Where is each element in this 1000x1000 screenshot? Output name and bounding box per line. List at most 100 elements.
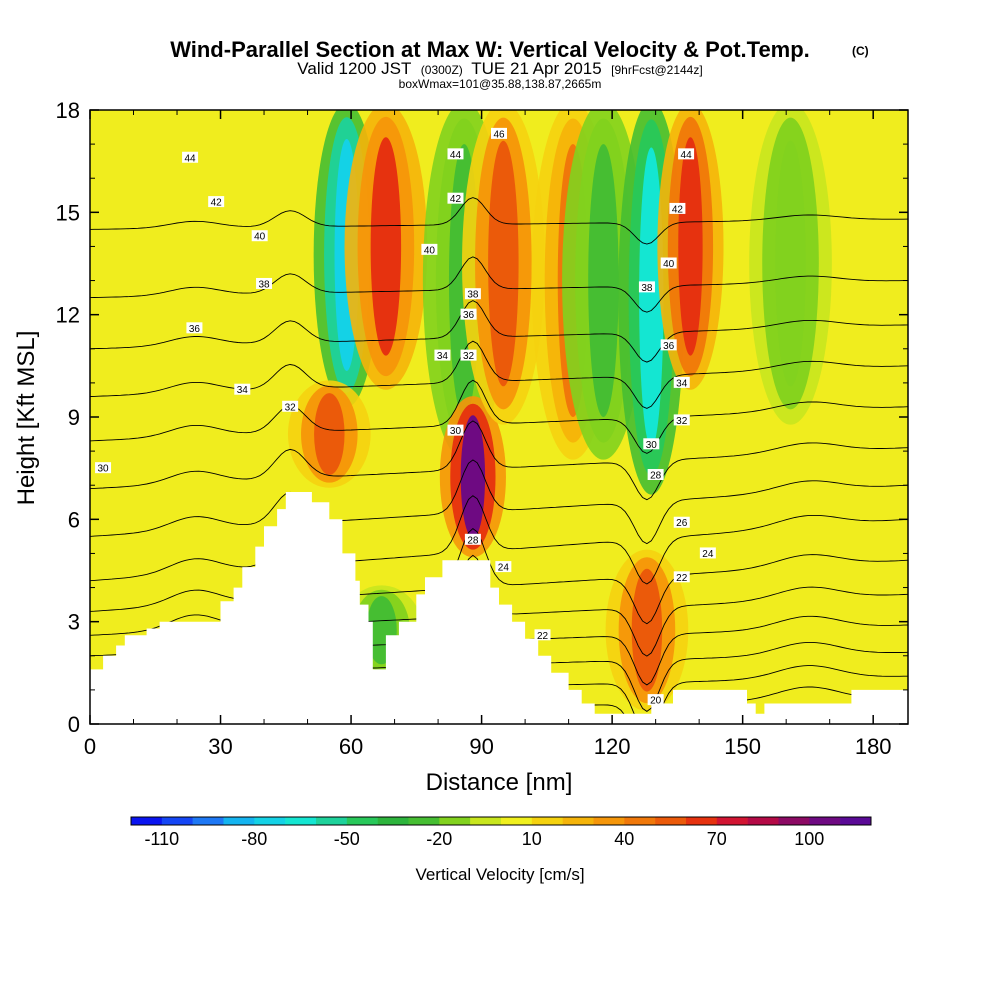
colorbar-tick-label: 100 [794, 829, 824, 849]
x-tick-label: 150 [724, 734, 761, 759]
x-tick-label: 90 [469, 734, 493, 759]
velocity-feature [749, 110, 832, 425]
velocity-field [287, 110, 832, 711]
contour-label: 36 [660, 339, 677, 352]
colorbar-swatch [377, 817, 409, 825]
x-tick-label: 120 [594, 734, 631, 759]
contour-label: 24 [699, 547, 716, 560]
theta-contour-line [90, 340, 908, 409]
theta-contour-line [90, 528, 908, 625]
colorbar-tick-label: -80 [241, 829, 267, 849]
colorbar-swatch [809, 817, 841, 825]
y-tick-label: 3 [68, 610, 80, 635]
contour-label-text: 30 [646, 440, 658, 451]
contour-label-text: 32 [285, 402, 297, 413]
contour-label-text: 40 [663, 259, 675, 270]
y-axis-label: Height [Kft MSL] [13, 331, 40, 506]
contour-label-text: 42 [450, 194, 462, 205]
contour-label-text: 28 [650, 470, 662, 481]
colorbar-tick-label: 70 [707, 829, 727, 849]
velocity-feature [344, 110, 428, 390]
contour-label-text: 26 [676, 518, 688, 529]
contour-label: 36 [460, 308, 477, 321]
theta-contour-line [90, 300, 908, 363]
colorbar-tick-label: 40 [614, 829, 634, 849]
colorbar-swatch [686, 817, 718, 825]
colorbar-label: Vertical Velocity [cm/s] [415, 865, 584, 884]
contour-label: 40 [421, 243, 438, 256]
y-tick-label: 18 [56, 98, 80, 123]
colorbar-swatch [131, 817, 163, 825]
colorbar-frame [130, 816, 872, 826]
theta-contour-line [90, 379, 908, 454]
contour-label-text: 30 [450, 426, 462, 437]
y-tick-label: 6 [68, 507, 80, 532]
contour-label: 28 [464, 533, 481, 546]
contour-label-text: 36 [463, 310, 475, 321]
contour-label: 22 [534, 629, 551, 642]
colorbar-swatch [778, 817, 810, 825]
contour-label-text: 34 [676, 378, 688, 389]
contour-label: 44 [447, 148, 464, 161]
contour-label: 38 [256, 277, 273, 290]
contour-label-text: 22 [676, 573, 688, 584]
theta-contour-line [90, 420, 908, 501]
contour-label: 24 [495, 561, 512, 574]
colorbar-swatch [501, 817, 533, 825]
contour-label: 30 [95, 462, 112, 475]
valid-time: Valid 1200 JST [297, 59, 411, 78]
colorbar-swatch [562, 817, 594, 825]
contour-label: 40 [660, 257, 677, 270]
contour-label: 38 [464, 288, 481, 301]
colorbar-swatch [254, 817, 286, 825]
colorbar-tick-label: 10 [522, 829, 542, 849]
contour-label-text: 32 [463, 351, 475, 362]
x-axis-label: Distance [nm] [426, 769, 573, 796]
contour-label: 30 [447, 424, 464, 437]
theta-contour-line [90, 459, 908, 545]
y-tick-label: 0 [68, 712, 80, 737]
colorbar-tick-label: -50 [334, 829, 360, 849]
theta-contour-line [90, 197, 908, 245]
velocity-feature [657, 110, 724, 390]
x-tick-label: 180 [855, 734, 892, 759]
contour-label-text: 38 [258, 279, 270, 290]
contour-label-text: 42 [211, 198, 223, 209]
colorbar-swatch [192, 817, 224, 825]
colorbar-swatch [624, 817, 656, 825]
colorbar-tick-labels: -110 -80 -50 -20 10 40 70 100 [144, 829, 824, 849]
colorbar-swatch [439, 817, 471, 825]
box-info: boxWmax=101@35.88,138.87,2665m [399, 77, 602, 91]
contour-label-text: 28 [467, 535, 479, 546]
colorbar-swatch [655, 817, 687, 825]
contour-label: 32 [460, 349, 477, 362]
terrain-mask [90, 492, 908, 724]
contour-label: 34 [234, 383, 251, 396]
colorbar-swatch [346, 817, 378, 825]
contour-label: 44 [182, 151, 199, 164]
colorbar-swatch [161, 817, 193, 825]
contour-label-text: 24 [498, 563, 510, 574]
contour-label-text: 20 [650, 696, 662, 707]
contour-label: 20 [647, 694, 664, 707]
contour-label: 42 [669, 202, 686, 215]
y-tick-label: 9 [68, 405, 80, 430]
contour-label-text: 44 [450, 150, 462, 161]
x-tick-label: 60 [339, 734, 363, 759]
colorbar-swatch [531, 817, 563, 825]
forecast-info: [9hrFcst@2144z] [611, 63, 703, 77]
colorbar-swatch [470, 817, 502, 825]
x-axis-ticks: 0 30 60 90 120 150 180 [84, 110, 892, 759]
y-tick-label: 12 [56, 303, 80, 328]
colorbar-tick-label: -20 [426, 829, 452, 849]
contour-label-text: 40 [424, 245, 436, 256]
colorbar-swatch [747, 817, 779, 825]
contour-label: 42 [208, 196, 225, 209]
contour-label-text: 24 [702, 549, 714, 560]
utc-time: (0300Z) [421, 63, 463, 77]
contour-label: 38 [638, 281, 655, 294]
colorbar-swatch [716, 817, 748, 825]
contour-label: 32 [282, 400, 299, 413]
